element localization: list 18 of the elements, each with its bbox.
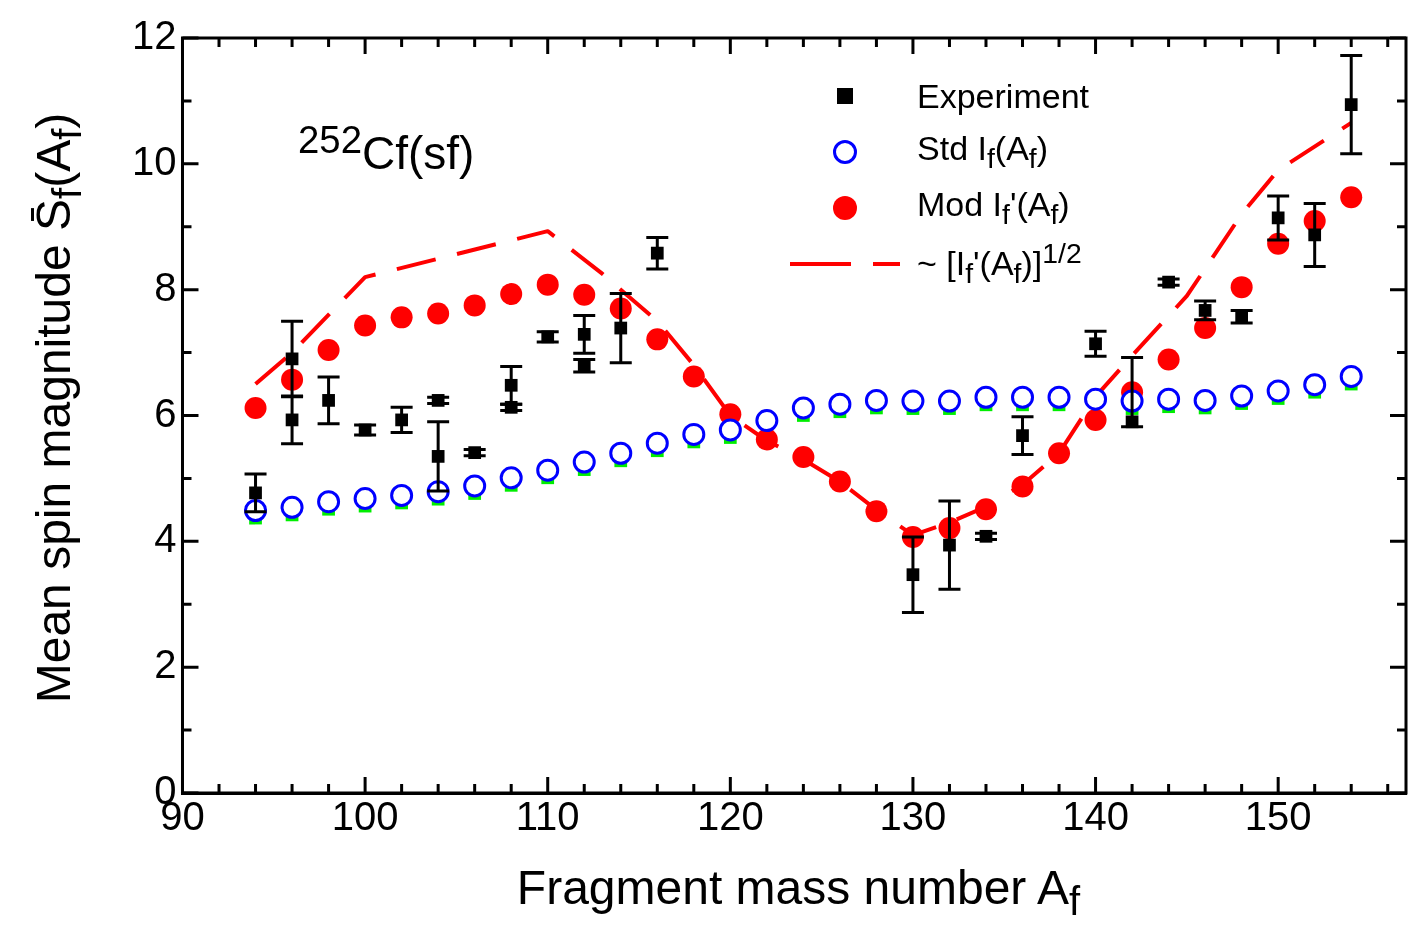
x-tick-label: 100 [331, 794, 399, 839]
y-tick-label: 12 [131, 13, 177, 58]
y-tick-label: 6 [154, 390, 177, 435]
annotation: $^{252}$Cf(sf) [298, 118, 475, 181]
legend-label: ~ [I$_{f}$'(A$_{f}$)]$^{1/2}$ [917, 237, 1082, 291]
legend-label: Std I$_{f}$(A$_{f}$) [917, 129, 1049, 175]
x-tick-label: 150 [1244, 794, 1312, 839]
x-tick-label: 120 [696, 794, 764, 839]
y-tick-label: 8 [154, 264, 177, 309]
x-axis-title: Fragment mass number A$_{f}$ [515, 860, 1082, 924]
y-tick-label: 4 [154, 516, 177, 561]
y-tick-label: 10 [131, 138, 177, 183]
x-tick-label: 140 [1062, 794, 1129, 839]
legend-label: Mod I$_{f}$'(A$_{f}$) [917, 185, 1070, 231]
x-tick-label: 110 [515, 794, 580, 839]
x-tick-label: 130 [879, 794, 947, 839]
legend-label: Experiment [917, 76, 1089, 116]
y-tick-label: 2 [154, 642, 177, 687]
